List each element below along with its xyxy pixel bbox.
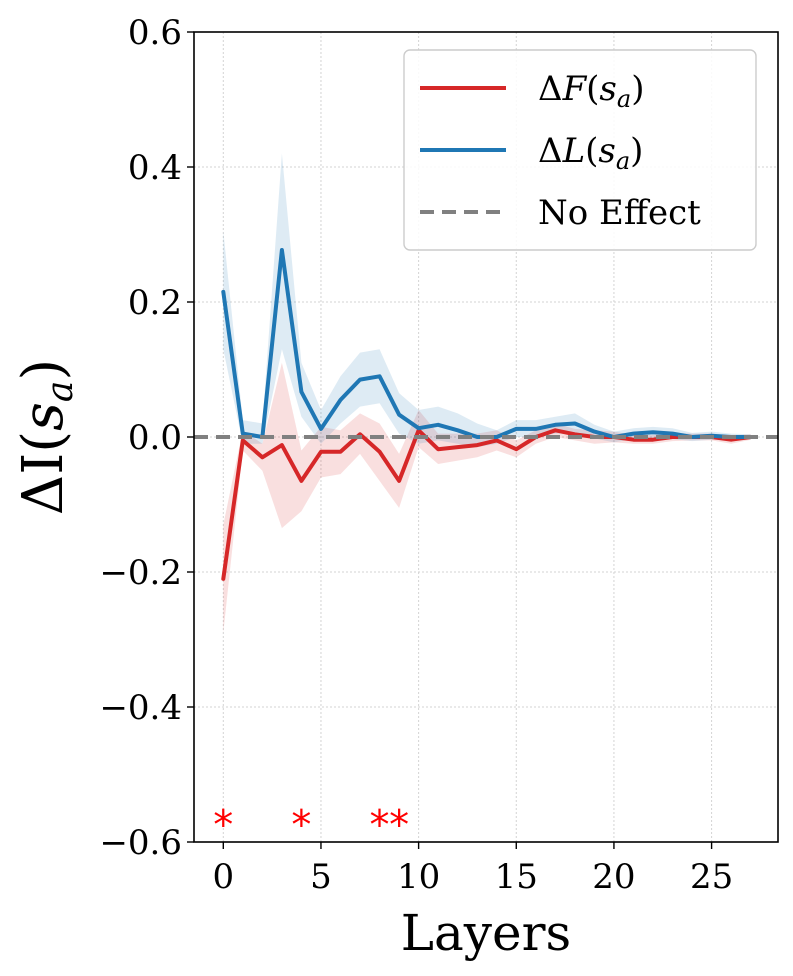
confidence-bands xyxy=(223,153,751,633)
x-tick-label: 0 xyxy=(212,857,234,897)
annotations: * * * * xyxy=(213,803,409,849)
significance-star: * xyxy=(291,803,311,849)
legend-label-l: ΔL(sa) xyxy=(538,131,643,175)
significance-star: * xyxy=(389,803,409,849)
y-tick-label: −0.4 xyxy=(99,688,182,728)
confidence-band-l xyxy=(223,153,751,448)
legend-box xyxy=(403,49,757,251)
significance-star: * xyxy=(370,803,390,849)
y-tick-label: −0.6 xyxy=(99,823,182,863)
x-axis-title: Layers xyxy=(401,904,571,962)
x-tick-label: 10 xyxy=(397,857,440,897)
x-tick-label: 25 xyxy=(690,857,733,897)
y-tick-label: 0.4 xyxy=(128,148,182,188)
y-axis: 0.6 0.4 0.2 0.0 −0.2 −0.4 −0.6 xyxy=(99,13,194,863)
y-axis-title: ΔI(sa) xyxy=(11,359,81,516)
y-tick-label: 0.0 xyxy=(128,418,182,458)
y-tick-label: −0.2 xyxy=(99,553,182,593)
legend: ΔF(sa) ΔL(sa) No Effect xyxy=(403,49,757,251)
x-tick-label: 5 xyxy=(310,857,332,897)
legend-label-f: ΔF(sa) xyxy=(538,69,644,113)
x-tick-label: 15 xyxy=(495,857,538,897)
svg-text:ΔI(sa): ΔI(sa) xyxy=(11,359,81,516)
x-axis: 0 5 10 15 20 25 xyxy=(212,842,733,897)
x-tick-label: 20 xyxy=(592,857,635,897)
legend-label-no-effect: No Effect xyxy=(538,193,701,233)
y-tick-label: 0.6 xyxy=(128,13,182,53)
y-tick-label: 0.2 xyxy=(128,283,182,323)
confidence-band-f xyxy=(223,362,751,633)
significance-star: * xyxy=(213,803,233,849)
